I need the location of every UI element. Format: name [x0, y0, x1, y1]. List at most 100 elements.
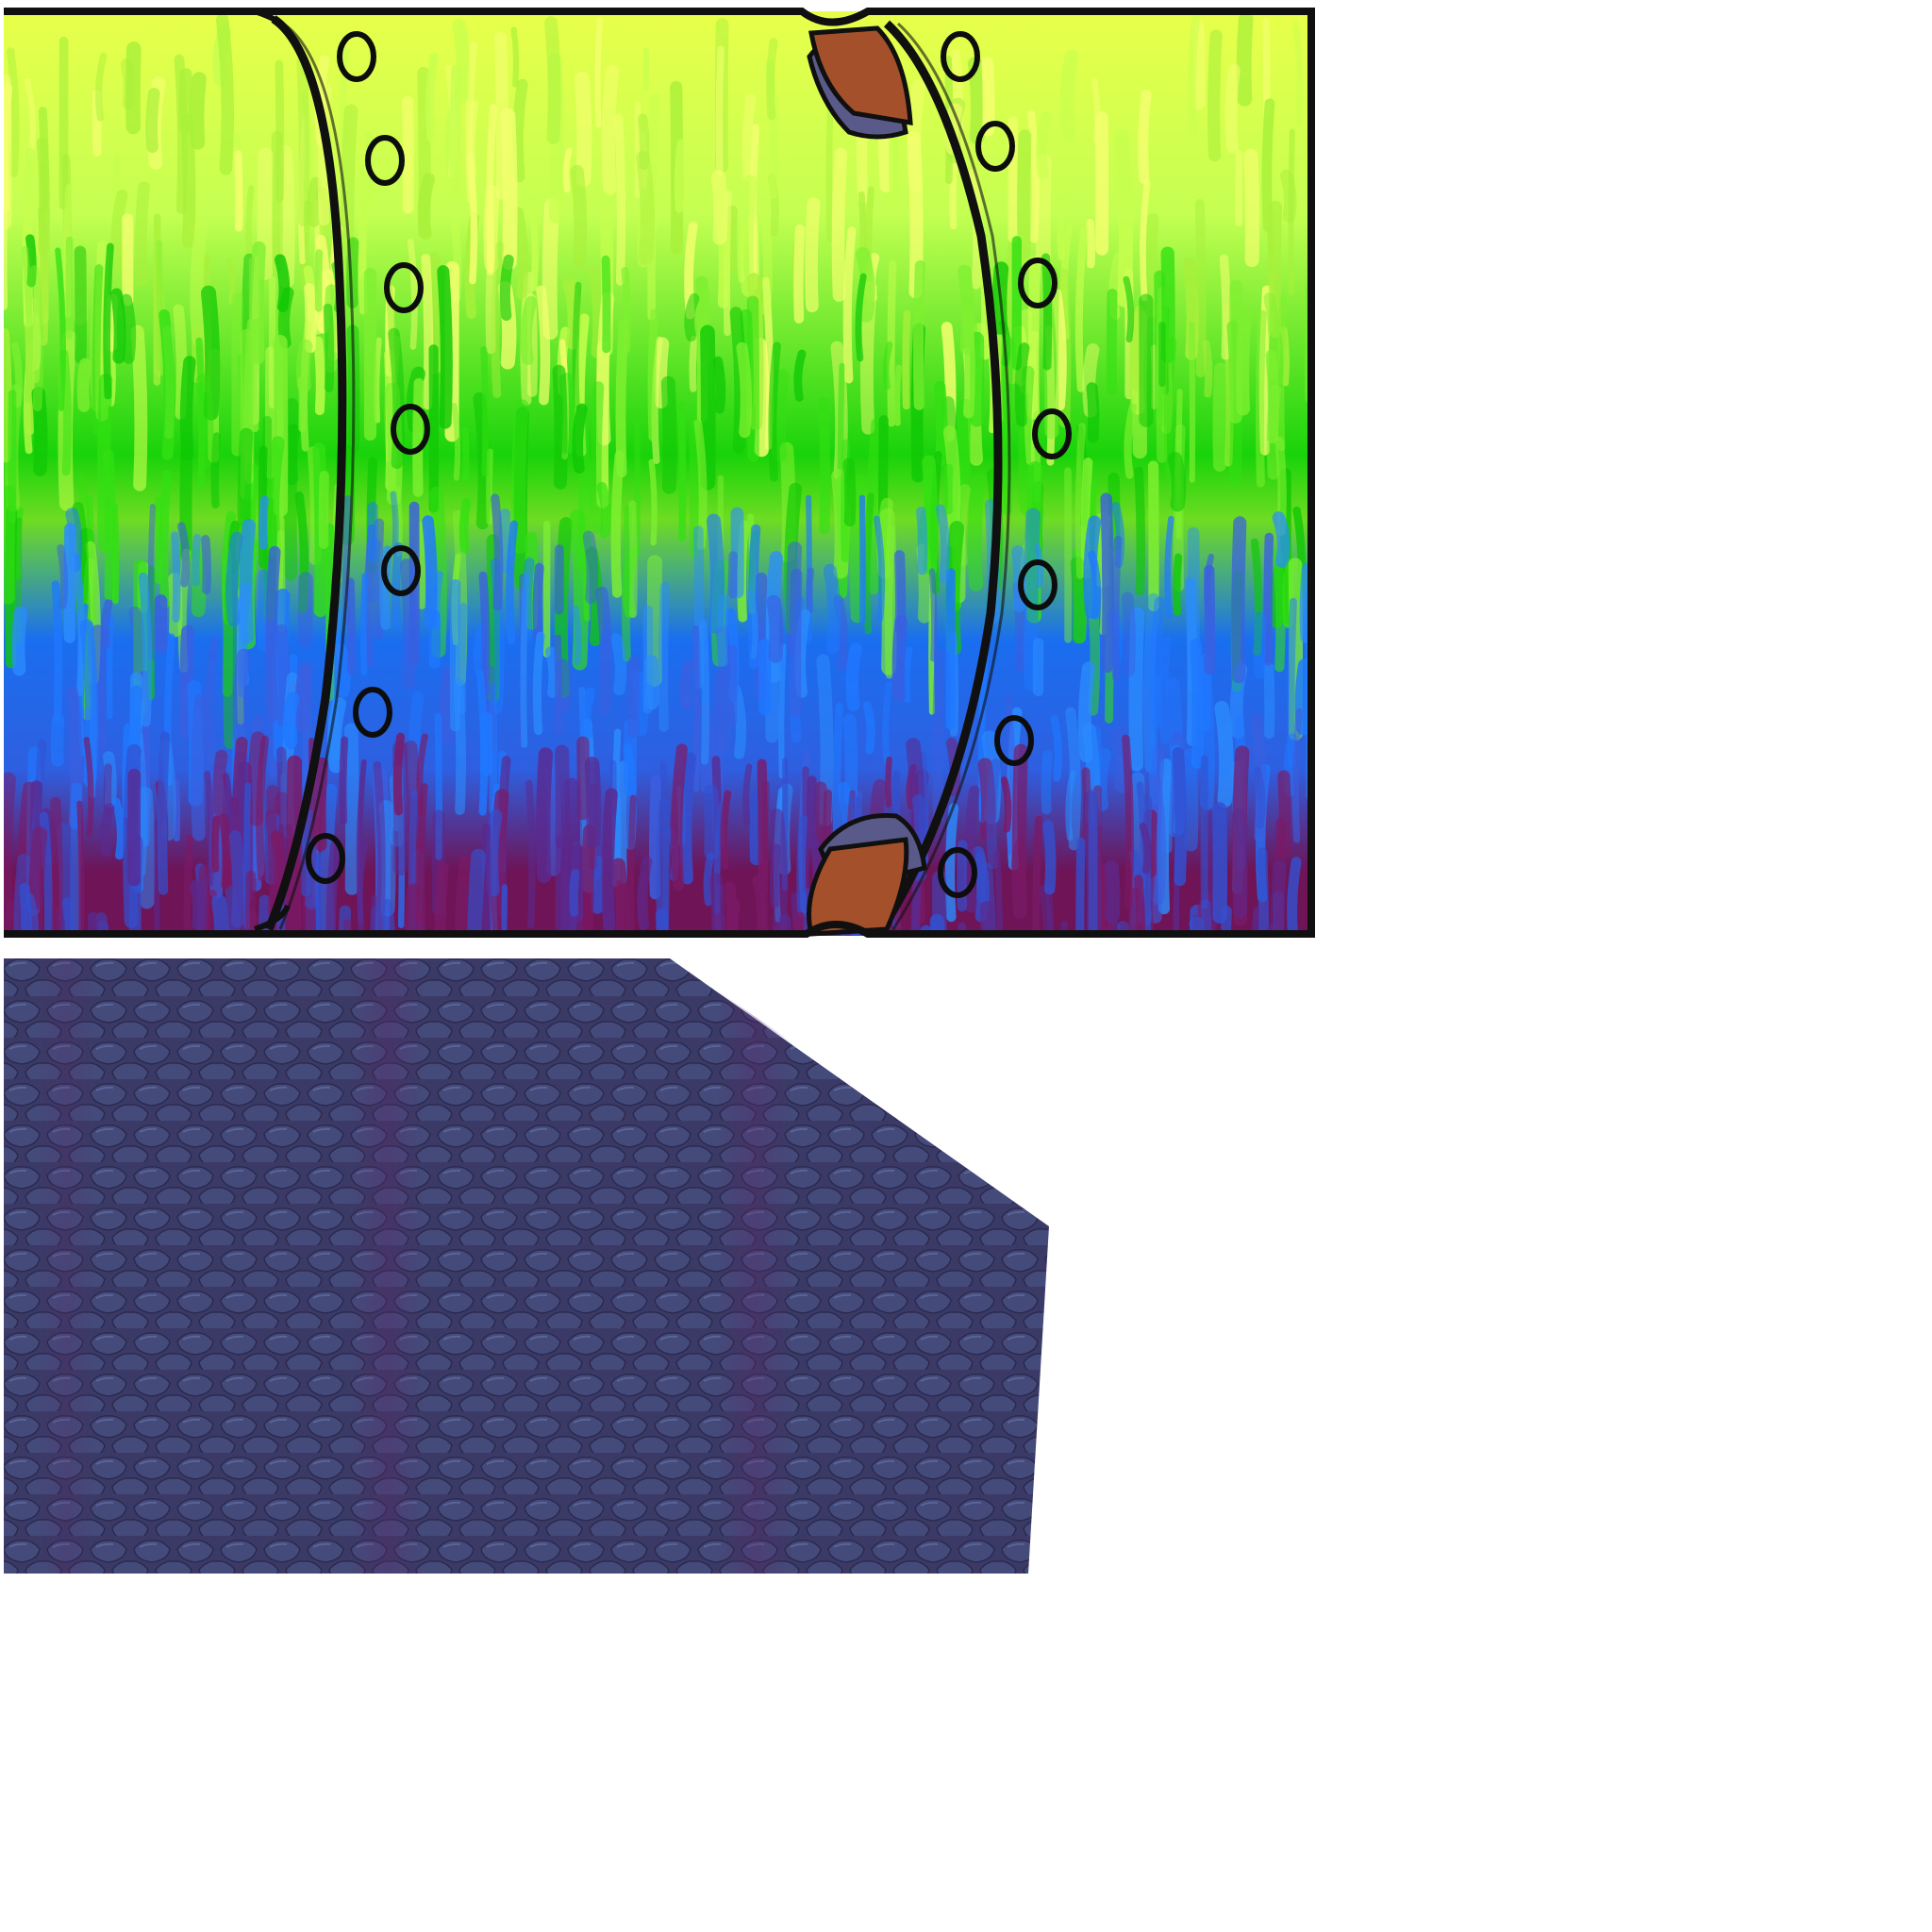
brush-stroke	[344, 723, 359, 895]
brush-stroke	[325, 841, 341, 936]
brush-stroke	[768, 341, 781, 482]
brush-stroke	[1190, 638, 1204, 769]
brush-stroke	[491, 493, 504, 611]
brush-stroke	[418, 783, 428, 923]
brush-stroke	[125, 42, 142, 135]
brush-stroke	[766, 38, 778, 121]
brush-stroke	[932, 649, 945, 824]
brush-stroke	[1042, 820, 1057, 895]
brush-stroke	[434, 861, 449, 936]
brush-stroke	[1143, 796, 1153, 936]
brush-stroke	[541, 198, 560, 341]
brush-stroke	[1224, 63, 1241, 154]
brush-stroke	[903, 646, 913, 704]
brush-stroke	[715, 45, 724, 176]
brush-stroke	[195, 374, 214, 469]
brush-stroke	[296, 56, 310, 226]
brush-stroke	[684, 221, 698, 320]
brush-stroke	[176, 522, 191, 588]
brush-stroke	[928, 568, 938, 662]
brush-stroke	[684, 292, 700, 342]
rivet	[941, 31, 980, 82]
brush-stroke	[1128, 607, 1145, 772]
brush-stroke	[1253, 766, 1266, 829]
brush-stroke	[4, 901, 15, 936]
brush-stroke	[536, 285, 551, 406]
brush-stroke	[374, 337, 382, 424]
brush-stroke	[1124, 403, 1138, 479]
brush-stroke	[153, 213, 161, 386]
brush-stroke	[1018, 365, 1035, 515]
brush-stroke	[1194, 199, 1207, 377]
brush-stroke	[1041, 253, 1053, 371]
brush-stroke	[92, 264, 104, 436]
brush-stroke	[1266, 384, 1282, 480]
brush-stroke	[380, 899, 396, 936]
brush-stroke	[205, 637, 219, 766]
brush-stroke	[1243, 148, 1260, 268]
hinge-top	[807, 25, 913, 140]
hinge-bottom	[807, 812, 927, 937]
brush-stroke	[29, 265, 44, 411]
brush-stroke	[1201, 898, 1212, 936]
brush-stroke	[555, 833, 568, 936]
brush-stroke	[842, 226, 857, 384]
brush-stroke	[391, 541, 403, 631]
brush-stroke	[1221, 906, 1232, 936]
brush-stroke	[1074, 225, 1089, 392]
brush-stroke	[439, 665, 456, 744]
brush-stroke	[647, 308, 659, 441]
brush-stroke	[967, 56, 986, 145]
brush-stroke	[178, 68, 192, 134]
brush-stroke	[842, 713, 858, 806]
brush-stroke	[323, 303, 335, 392]
brush-stroke	[660, 375, 677, 494]
brush-stroke	[1291, 21, 1304, 126]
brush-stroke	[845, 642, 862, 711]
brush-stroke	[658, 582, 670, 732]
brush-stroke	[849, 474, 866, 624]
brush-stroke	[370, 894, 377, 936]
brush-stroke	[717, 594, 729, 667]
brush-stroke	[930, 921, 940, 936]
brush-stroke	[1027, 109, 1040, 243]
pipe-panel	[4, 8, 1315, 938]
brush-stroke	[757, 758, 768, 897]
brush-stroke	[458, 497, 472, 554]
brush-stroke	[301, 92, 312, 193]
brush-stroke	[1212, 802, 1228, 924]
brush-stroke	[158, 308, 175, 460]
brush-stroke	[958, 264, 974, 355]
brush-stroke	[110, 288, 126, 364]
brush-stroke	[770, 368, 790, 463]
brush-stroke	[500, 108, 518, 270]
brush-stroke	[789, 568, 803, 718]
rivet	[306, 833, 345, 884]
brush-stroke	[793, 224, 806, 324]
brush-stroke	[31, 386, 48, 476]
brush-stroke	[13, 854, 31, 936]
brush-stroke	[1173, 553, 1183, 616]
brush-stroke	[874, 515, 886, 623]
brush-stroke	[1000, 776, 1012, 833]
brush-stroke	[891, 615, 908, 702]
brush-stroke	[400, 558, 416, 690]
brush-stroke	[1257, 847, 1270, 936]
brush-stroke	[831, 147, 848, 302]
brush-stroke	[863, 492, 874, 635]
brush-stroke	[547, 52, 564, 224]
brush-stroke	[635, 150, 656, 266]
brush-stroke	[19, 882, 32, 936]
brush-stroke	[570, 164, 588, 269]
brush-stroke	[226, 258, 236, 305]
brush-stroke	[94, 52, 108, 122]
brush-stroke	[610, 450, 625, 598]
brush-stroke	[1212, 362, 1228, 472]
brush-stroke	[902, 309, 911, 410]
brush-stroke	[1077, 661, 1095, 763]
brush-stroke	[893, 364, 902, 426]
brush-stroke	[1011, 743, 1028, 920]
brush-stroke	[760, 780, 770, 936]
brush-stroke	[910, 859, 923, 936]
